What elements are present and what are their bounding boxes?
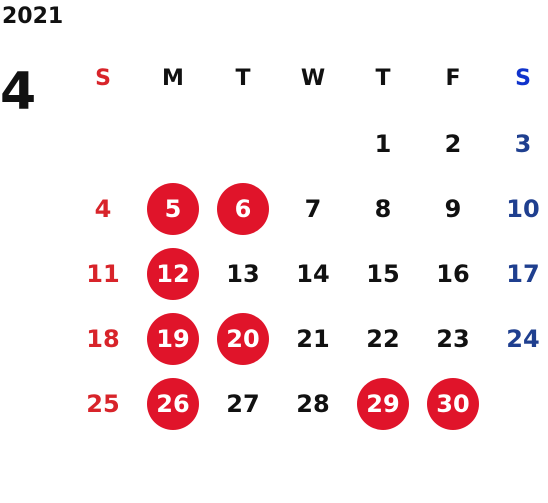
day-cell: 17	[488, 241, 548, 306]
day-cell: 5	[138, 176, 208, 241]
day-number: 23	[436, 324, 470, 353]
day-number: 24	[506, 324, 540, 353]
day-number: 2	[444, 129, 462, 158]
weekday-friday: F	[445, 66, 461, 91]
day-number: 11	[86, 259, 120, 288]
day-cell: 8	[348, 176, 418, 241]
week-row: 1 2 3	[68, 111, 548, 176]
day-cell: 10	[488, 176, 548, 241]
day-number: 27	[226, 389, 260, 418]
day-number: 16	[436, 259, 470, 288]
empty-day-cell	[488, 371, 548, 436]
day-number: 25	[86, 389, 120, 418]
day-number: 10	[506, 194, 540, 223]
day-cell: 13	[208, 241, 278, 306]
week-row: 4 5 6 7 8 9 10	[68, 176, 548, 241]
day-cell: 6	[208, 176, 278, 241]
week-row: 25 26 27 28 29 30	[68, 371, 548, 436]
day-cell: 20	[208, 306, 278, 371]
day-cell: 29	[348, 371, 418, 436]
day-cell: 4	[68, 176, 138, 241]
holiday-day-marker: 6	[217, 182, 269, 235]
day-cell: 1	[348, 111, 418, 176]
day-cell: 25	[68, 371, 138, 436]
day-number: 17	[506, 259, 540, 288]
day-cell: 24	[488, 306, 548, 371]
calendar-grid: S M T W T F S 1 2 3 4 5 6 7 8 9 10 11 12 13 14 15 16 17 1…	[68, 46, 548, 436]
holiday-day-marker: 12	[147, 247, 199, 300]
weekday-wednesday: W	[300, 66, 326, 91]
day-cell: 28	[278, 371, 348, 436]
month-number: 4	[0, 62, 37, 122]
weekday-sunday: S	[95, 66, 111, 91]
day-cell: 16	[418, 241, 488, 306]
day-cell: 30	[418, 371, 488, 436]
week-row: 18 19 20 21 22 23 24	[68, 306, 548, 371]
day-cell: 22	[348, 306, 418, 371]
weekday-monday: M	[162, 66, 184, 91]
weeks-container: 1 2 3 4 5 6 7 8 9 10 11 12 13 14 15 16 17 18 19 20 21 22 23 24 2…	[68, 111, 548, 436]
day-number: 3	[514, 129, 532, 158]
day-number: 14	[296, 259, 330, 288]
day-cell: 15	[348, 241, 418, 306]
day-cell: 14	[278, 241, 348, 306]
day-number: 7	[304, 194, 322, 223]
empty-day-cell	[68, 111, 138, 176]
holiday-day-marker: 5	[147, 182, 199, 235]
day-cell: 9	[418, 176, 488, 241]
year-label: 2021	[2, 4, 64, 29]
day-cell: 18	[68, 306, 138, 371]
day-cell: 19	[138, 306, 208, 371]
day-number: 21	[296, 324, 330, 353]
day-cell: 7	[278, 176, 348, 241]
day-number: 9	[444, 194, 462, 223]
day-number: 1	[374, 129, 392, 158]
day-cell: 23	[418, 306, 488, 371]
day-number: 22	[366, 324, 400, 353]
day-number: 18	[86, 324, 120, 353]
day-number: 8	[374, 194, 392, 223]
day-number: 4	[94, 194, 112, 223]
empty-day-cell	[278, 111, 348, 176]
day-cell: 21	[278, 306, 348, 371]
weekday-header-row: S M T W T F S	[68, 46, 548, 111]
day-cell: 11	[68, 241, 138, 306]
day-cell: 2	[418, 111, 488, 176]
day-number: 13	[226, 259, 260, 288]
day-cell: 26	[138, 371, 208, 436]
day-cell: 12	[138, 241, 208, 306]
day-cell: 27	[208, 371, 278, 436]
empty-day-cell	[208, 111, 278, 176]
holiday-day-marker: 26	[147, 377, 199, 430]
holiday-day-marker: 29	[357, 377, 409, 430]
weekday-thursday: T	[375, 66, 391, 91]
holiday-day-marker: 30	[427, 377, 479, 430]
weekday-saturday: S	[515, 66, 531, 91]
day-cell: 3	[488, 111, 548, 176]
holiday-day-marker: 20	[217, 312, 269, 365]
holiday-day-marker: 19	[147, 312, 199, 365]
empty-day-cell	[138, 111, 208, 176]
week-row: 11 12 13 14 15 16 17	[68, 241, 548, 306]
day-number: 28	[296, 389, 330, 418]
day-number: 15	[366, 259, 400, 288]
weekday-tuesday: T	[235, 66, 251, 91]
